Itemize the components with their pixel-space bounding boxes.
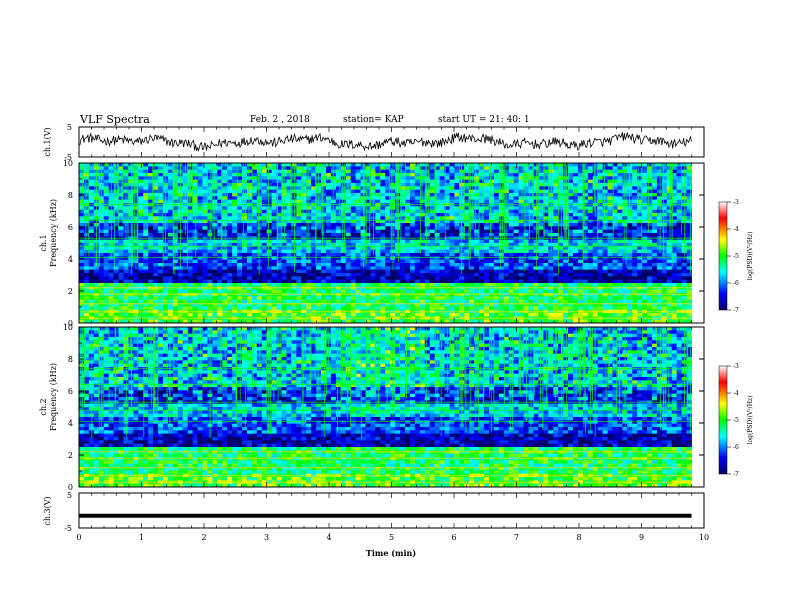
colorbar-tick-cb2-ticks-1: -4 [733, 390, 739, 397]
xtick-label-4: 4 [326, 533, 331, 542]
xtick-label-1: 1 [139, 533, 144, 542]
xtick-label-9: 9 [639, 533, 644, 542]
ch1-ylabel: ch.1(V) [43, 127, 52, 156]
chart-start-time: start UT = 21: 40: 1 [438, 115, 530, 125]
colorbar-tick-cb2-ticks-2: -5 [733, 417, 739, 424]
ch3-waveform-panel: 5 -5 ch.3(V) [43, 491, 705, 533]
ch1-waveform-line [78, 132, 692, 152]
ch2-colorbar [718, 365, 728, 475]
x-tick-marks [78, 127, 705, 528]
colorbar-tick-cb2-ticks-3: -6 [733, 444, 739, 451]
xtick-label-2: 2 [201, 533, 206, 542]
chart-date: Feb. 2 , 2018 [250, 115, 310, 125]
x-tick-labels: 0 1 2 3 4 5 6 7 8 9 10 [76, 533, 709, 542]
xtick-label-7: 7 [514, 533, 519, 542]
ch2-spectrogram-ylabel: Frequency (kHz) [49, 363, 58, 431]
ch1-colorbar-label: log(PSD)(V²/Hz) [747, 232, 754, 281]
x-axis-label: Time (min) [366, 548, 416, 558]
ch1-colorbar [718, 201, 728, 311]
colorbar-tick-cb1-ticks-4: -7 [733, 307, 739, 314]
ytick-label-spec1-yticks-1: 2 [68, 287, 73, 296]
ytick-label-spec2-yticks-3: 6 [68, 387, 73, 396]
ytick-label-spec1-yticks-3: 6 [68, 223, 73, 232]
ch1-ytick-bottom: -5 [64, 153, 72, 162]
colorbar-tick-cb1-ticks-3: -6 [733, 280, 739, 287]
ytick-label-spec2-yticks-2: 4 [68, 419, 73, 428]
ch3-ytick-top: 5 [67, 491, 72, 500]
ch1-waveform-panel: 5 -5 ch.1(V) [43, 123, 705, 162]
ytick-label-spec1-yticks-0: 0 [68, 319, 73, 328]
ytick-label-spec2-yticks-1: 2 [68, 451, 73, 460]
ch2-spectrogram-channel-label: ch.2 [39, 398, 48, 415]
ytick-label-spec2-yticks-4: 8 [68, 355, 73, 364]
ch3-ytick-bottom: -5 [64, 524, 72, 533]
ch2-colorbar-label: log(PSD)(V²/Hz) [747, 396, 754, 445]
ch1-ytick-top: 5 [67, 123, 72, 132]
xtick-label-6: 6 [451, 533, 456, 542]
xtick-label-10: 10 [699, 533, 709, 542]
chart-station: station= KAP [343, 115, 404, 125]
colorbar-tick-cb2-ticks-4: -7 [733, 471, 739, 478]
ch2-spectrogram-image [79, 327, 704, 488]
colorbar-tick-cb2-ticks-0: -3 [733, 363, 739, 370]
xtick-label-3: 3 [264, 533, 269, 542]
ch1-spectrogram-image [79, 163, 704, 324]
ytick-label-spec1-yticks-5: 10 [63, 159, 73, 168]
xtick-label-8: 8 [576, 533, 581, 542]
ytick-label-spec1-yticks-2: 4 [68, 255, 73, 264]
ch1-spectrogram-channel-label: ch.1 [39, 234, 48, 251]
colorbar-tick-cb1-ticks-2: -5 [733, 253, 739, 260]
xtick-label-0: 0 [76, 533, 81, 542]
xtick-label-5: 5 [389, 533, 394, 542]
colorbar-tick-cb1-ticks-0: -3 [733, 199, 739, 206]
chart-title: VLF Spectra [79, 113, 150, 126]
ytick-label-spec2-yticks-5: 10 [63, 323, 73, 332]
ch1-spectrogram-ylabel: Frequency (kHz) [49, 199, 58, 267]
ch3-ylabel: ch.3(V) [43, 496, 52, 525]
colorbar-tick-cb1-ticks-1: -4 [733, 226, 739, 233]
ytick-label-spec2-yticks-0: 0 [68, 483, 73, 492]
ytick-label-spec1-yticks-4: 8 [68, 191, 73, 200]
ch3-waveform-frame [78, 492, 705, 529]
